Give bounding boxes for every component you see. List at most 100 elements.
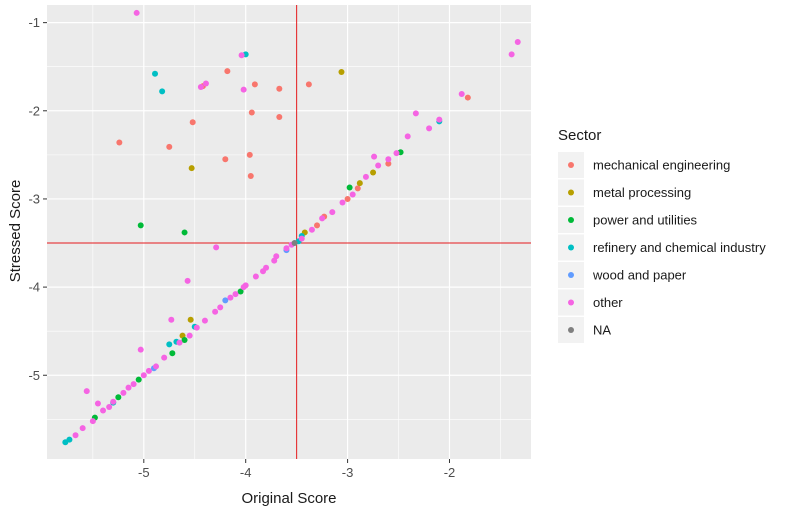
grid-lines	[47, 5, 531, 459]
data-point	[260, 268, 267, 275]
data-point	[94, 400, 101, 407]
data-point	[189, 119, 196, 126]
legend-item: power and utilities	[558, 207, 698, 233]
data-point	[137, 346, 144, 353]
data-point	[349, 191, 356, 198]
y-axis-title: Stressed Score	[7, 180, 24, 283]
data-point	[271, 257, 278, 264]
data-point	[375, 162, 382, 169]
data-point	[186, 332, 193, 339]
data-point	[393, 150, 400, 157]
data-point	[314, 222, 321, 229]
legend-label: wood and paper	[592, 268, 687, 283]
data-point	[202, 80, 209, 87]
data-point	[72, 432, 79, 439]
data-point	[125, 384, 132, 391]
data-point	[176, 339, 183, 346]
legend-key-point	[568, 244, 574, 251]
legend-item: mechanical engineering	[558, 152, 730, 178]
data-point	[184, 277, 191, 284]
data-point	[412, 110, 419, 117]
legend-title: Sector	[558, 127, 601, 144]
y-tick-label: -1	[28, 15, 40, 30]
data-point	[240, 86, 247, 93]
data-point	[79, 425, 86, 432]
data-point	[508, 51, 515, 58]
data-point	[110, 398, 117, 405]
data-point	[66, 436, 73, 443]
data-point	[224, 68, 231, 75]
data-point	[338, 68, 345, 75]
data-points	[62, 9, 521, 446]
legend-label: metal processing	[593, 185, 691, 200]
x-tick-label: -2	[444, 465, 456, 480]
y-axis-ticks: -5 -4 -3 -2 -1	[28, 15, 47, 383]
data-point	[130, 381, 137, 388]
data-point	[227, 294, 234, 301]
data-point	[240, 284, 247, 291]
x-tick-label: -4	[240, 465, 252, 480]
data-point	[291, 240, 298, 247]
y-tick-label: -2	[28, 103, 40, 118]
legend-label: power and utilities	[593, 213, 698, 228]
data-point	[458, 91, 465, 98]
data-point	[283, 245, 290, 252]
data-point	[344, 195, 351, 202]
data-point	[248, 109, 255, 116]
legend-key-point	[568, 299, 574, 306]
data-point	[356, 180, 363, 187]
data-point	[370, 169, 377, 176]
x-axis-title: Original Score	[241, 490, 336, 507]
data-point	[193, 324, 200, 331]
legend-label: other	[593, 295, 623, 310]
data-point	[436, 116, 443, 123]
legend-item: wood and paper	[558, 262, 687, 288]
series-power-and-utilities	[91, 149, 404, 421]
plot-panel	[47, 5, 531, 459]
data-point	[197, 83, 204, 90]
data-point	[464, 94, 471, 101]
legend-key-point	[568, 217, 574, 223]
x-tick-label: -5	[138, 465, 150, 480]
data-point	[346, 184, 353, 191]
data-point	[161, 354, 168, 361]
data-point	[181, 229, 188, 236]
data-point	[385, 160, 392, 167]
series-other	[72, 9, 521, 439]
legend-label: NA	[593, 323, 611, 338]
data-point	[276, 113, 283, 120]
data-point	[339, 199, 346, 206]
legend-key-point	[568, 189, 574, 196]
data-point	[169, 350, 176, 357]
legend-item: metal processing	[558, 179, 691, 206]
data-point	[153, 363, 160, 370]
x-axis-ticks: -5 -4 -3 -2	[138, 459, 455, 480]
data-point	[237, 288, 244, 295]
data-point	[308, 226, 315, 233]
data-point	[404, 133, 411, 140]
data-point	[166, 341, 173, 348]
legend-item: refinery and chemical industry	[558, 234, 766, 261]
data-point	[120, 389, 127, 396]
data-point	[188, 165, 195, 172]
reference-lines	[47, 5, 531, 459]
legend: Sector mechanical engineering metal proce…	[558, 127, 766, 343]
data-point	[137, 222, 144, 229]
data-point	[514, 39, 521, 46]
data-point	[100, 407, 107, 414]
data-point	[212, 308, 219, 315]
data-point	[168, 316, 175, 323]
series-mechanical-engineering	[116, 68, 471, 229]
data-point	[135, 376, 142, 383]
data-point	[83, 388, 90, 395]
data-point	[222, 297, 229, 304]
data-point	[217, 304, 224, 311]
data-point	[251, 81, 258, 88]
panel-background	[47, 5, 531, 459]
data-point	[426, 125, 433, 132]
data-point	[362, 173, 369, 180]
legend-item: other	[558, 289, 623, 316]
legend-label: refinery and chemical industry	[593, 240, 766, 255]
data-point	[232, 291, 239, 298]
